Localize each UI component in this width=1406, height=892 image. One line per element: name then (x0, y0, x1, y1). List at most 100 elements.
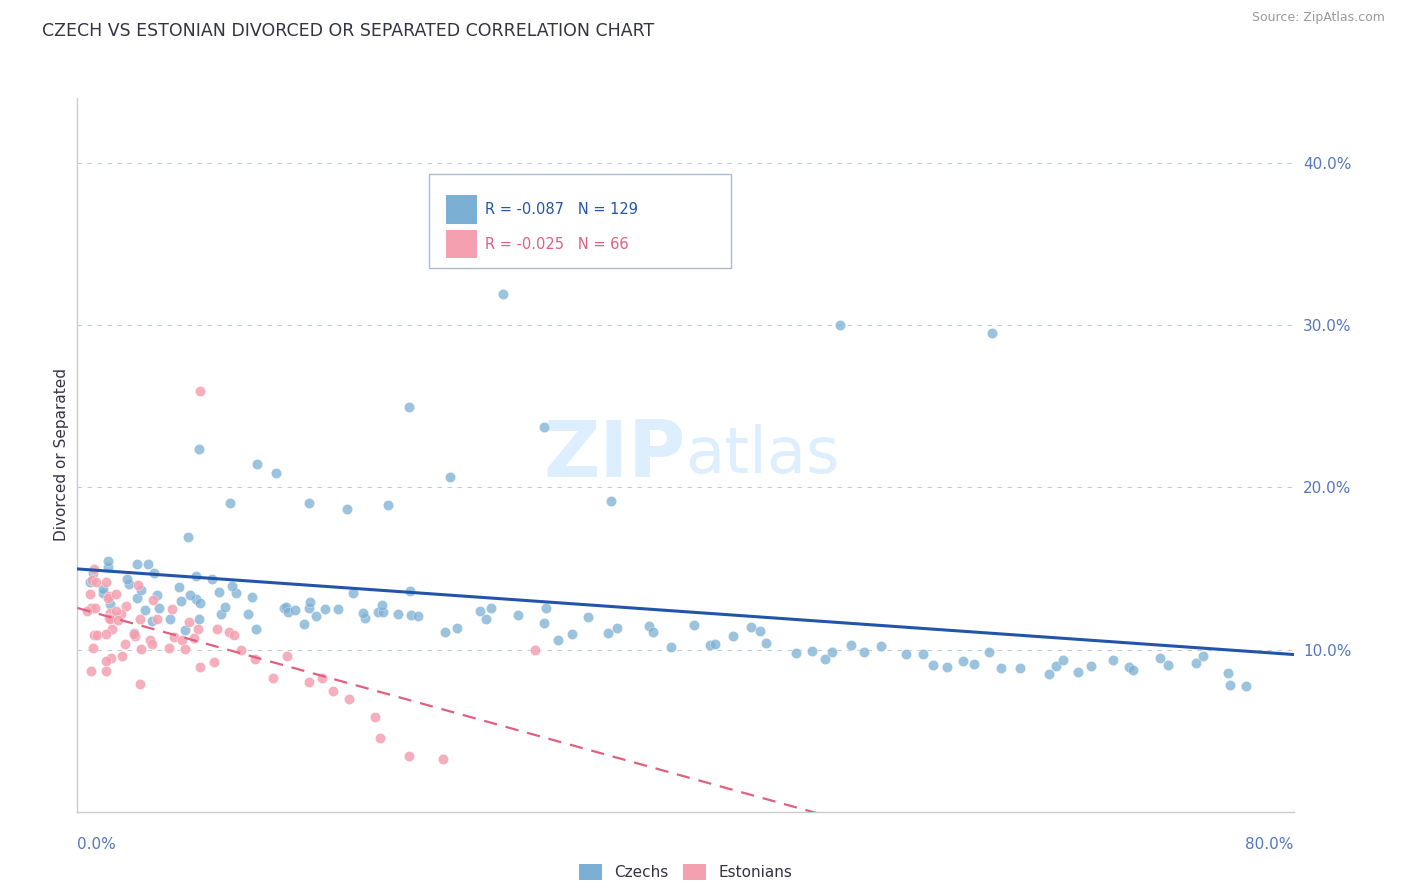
Point (186, 569, 208, 583)
Point (963, 657, 986, 672)
Point (236, 607, 259, 621)
Point (114, 637, 136, 651)
Point (353, 611, 375, 625)
Point (533, 420, 555, 434)
Point (830, 318, 852, 332)
Point (1038, 667, 1060, 681)
Point (128, 677, 150, 691)
Point (118, 577, 141, 591)
Point (371, 598, 394, 612)
Point (446, 621, 468, 635)
Point (399, 607, 422, 622)
Point (127, 591, 149, 605)
Point (721, 629, 744, 643)
Point (439, 470, 461, 484)
Point (936, 660, 959, 674)
Point (977, 645, 1000, 659)
Point (1102, 653, 1125, 667)
Point (311, 671, 333, 685)
Point (129, 583, 152, 598)
Point (1219, 678, 1241, 692)
Point (326, 601, 349, 615)
Point (1216, 665, 1239, 680)
Point (336, 502, 359, 516)
Point (870, 639, 893, 653)
Point (683, 618, 706, 632)
Point (159, 612, 181, 626)
Point (364, 710, 387, 724)
Point (125, 558, 148, 572)
Point (205, 622, 228, 636)
Point (86, 628, 108, 642)
Point (134, 603, 156, 617)
Point (97, 554, 120, 568)
Point (114, 599, 136, 613)
Point (536, 601, 558, 615)
Point (371, 605, 394, 619)
Point (284, 602, 307, 616)
Point (110, 607, 132, 621)
Point (801, 644, 824, 658)
Point (740, 620, 762, 634)
Point (82, 573, 104, 587)
Point (491, 287, 513, 301)
Text: CZECH VS ESTONIAN DIVORCED OR SEPARATED CORRELATION CHART: CZECH VS ESTONIAN DIVORCED OR SEPARATED … (42, 22, 654, 40)
Point (76, 604, 98, 618)
Point (86, 574, 108, 589)
Point (146, 612, 169, 626)
Point (184, 592, 207, 607)
Point (434, 625, 457, 640)
Text: 80.0%: 80.0% (1246, 838, 1294, 852)
Point (699, 638, 721, 652)
Point (98, 597, 121, 611)
Point (122, 627, 145, 641)
Point (749, 624, 772, 638)
Point (273, 601, 295, 615)
Point (561, 626, 583, 640)
Point (990, 660, 1012, 674)
Point (124, 626, 146, 640)
Point (980, 326, 1002, 341)
Point (1122, 663, 1144, 677)
Point (1045, 658, 1067, 673)
Point (115, 572, 138, 586)
Point (98, 612, 121, 626)
Point (406, 609, 429, 624)
Point (337, 691, 360, 706)
Point (952, 654, 974, 668)
Text: Source: ZipAtlas.com: Source: ZipAtlas.com (1251, 11, 1385, 24)
Point (127, 578, 149, 592)
Point (163, 630, 186, 644)
Point (277, 606, 299, 620)
Point (124, 629, 146, 643)
Point (600, 494, 623, 508)
Point (524, 643, 547, 657)
Point (222, 628, 245, 642)
Point (111, 648, 134, 663)
Point (97, 559, 120, 574)
Point (91, 582, 114, 596)
Point (145, 588, 167, 602)
Point (262, 671, 284, 685)
Point (367, 605, 389, 619)
Point (821, 645, 844, 659)
Point (314, 602, 336, 616)
Point (596, 625, 619, 640)
Point (202, 656, 225, 670)
Point (679, 250, 702, 264)
Point (91, 586, 114, 600)
Point (533, 616, 555, 631)
Point (94, 654, 117, 668)
Point (606, 621, 628, 635)
Point (755, 636, 778, 650)
Point (298, 496, 321, 510)
Point (299, 594, 322, 608)
Point (173, 641, 195, 656)
Point (143, 566, 166, 580)
Point (292, 616, 315, 631)
Point (98, 606, 121, 620)
Point (97, 589, 120, 603)
Point (218, 625, 240, 640)
Point (305, 608, 328, 623)
Point (298, 600, 321, 615)
